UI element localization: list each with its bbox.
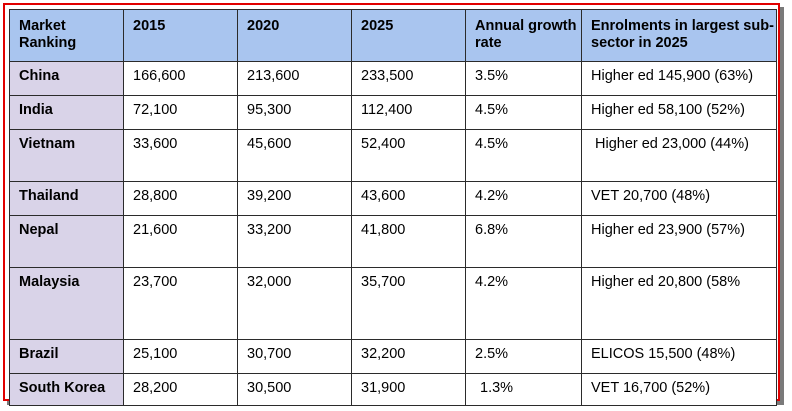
header-2025: 2025 (351, 9, 466, 62)
value-2015: 28,200 (123, 373, 238, 406)
largest-sub-sector: Higher ed 20,800 (58% (581, 267, 777, 340)
table-row: South Korea 28,200 30,500 31,900 1.3% VE… (9, 373, 777, 406)
value-2015: 25,100 (123, 339, 238, 374)
value-2020: 30,500 (237, 373, 352, 406)
largest-sub-sector: Higher ed 23,900 (57%) (581, 215, 777, 268)
market-name: Nepal (9, 215, 124, 268)
growth-rate: 4.5% (465, 95, 582, 130)
market-name: South Korea (9, 373, 124, 406)
header-largest-sub-sector: Enrolments in largest sub-sector in 2025 (581, 9, 777, 62)
value-2015: 21,600 (123, 215, 238, 268)
largest-sub-sector: ELICOS 15,500 (48%) (581, 339, 777, 374)
market-name: Malaysia (9, 267, 124, 340)
value-2015: 72,100 (123, 95, 238, 130)
growth-rate: 4.2% (465, 267, 582, 340)
market-name: Thailand (9, 181, 124, 216)
table-row: Vietnam 33,600 45,600 52,400 4.5% Higher… (9, 129, 777, 182)
value-2015: 166,600 (123, 61, 238, 96)
value-2025: 112,400 (351, 95, 466, 130)
value-2020: 95,300 (237, 95, 352, 130)
value-2020: 213,600 (237, 61, 352, 96)
market-ranking-table: Market Ranking 2015 2020 2025 Annual gro… (9, 9, 777, 406)
growth-rate: 4.2% (465, 181, 582, 216)
value-2025: 41,800 (351, 215, 466, 268)
value-2025: 43,600 (351, 181, 466, 216)
header-market-ranking: Market Ranking (9, 9, 124, 62)
value-2020: 32,000 (237, 267, 352, 340)
header-2015: 2015 (123, 9, 238, 62)
growth-rate: 3.5% (465, 61, 582, 96)
value-2020: 45,600 (237, 129, 352, 182)
header-annual-growth-rate: Annual growth rate (465, 9, 582, 62)
value-2015: 33,600 (123, 129, 238, 182)
table-row: China 166,600 213,600 233,500 3.5% Highe… (9, 61, 777, 96)
table-row: Thailand 28,800 39,200 43,600 4.2% VET 2… (9, 181, 777, 216)
table-row: Malaysia 23,700 32,000 35,700 4.2% Highe… (9, 267, 777, 340)
value-2020: 30,700 (237, 339, 352, 374)
value-2015: 28,800 (123, 181, 238, 216)
market-name: Vietnam (9, 129, 124, 182)
header-row: Market Ranking 2015 2020 2025 Annual gro… (9, 9, 777, 62)
market-name: China (9, 61, 124, 96)
largest-sub-sector: VET 20,700 (48%) (581, 181, 777, 216)
table-frame: Market Ranking 2015 2020 2025 Annual gro… (3, 3, 780, 406)
largest-sub-sector: Higher ed 23,000 (44%) (581, 129, 777, 182)
value-2020: 33,200 (237, 215, 352, 268)
market-name: India (9, 95, 124, 130)
header-2020: 2020 (237, 9, 352, 62)
value-2025: 233,500 (351, 61, 466, 96)
value-2020: 39,200 (237, 181, 352, 216)
largest-sub-sector: Higher ed 145,900 (63%) (581, 61, 777, 96)
growth-rate: 4.5% (465, 129, 582, 182)
growth-rate: 1.3% (465, 373, 582, 406)
value-2025: 31,900 (351, 373, 466, 406)
largest-sub-sector: VET 16,700 (52%) (581, 373, 777, 406)
value-2025: 35,700 (351, 267, 466, 340)
table-row: Nepal 21,600 33,200 41,800 6.8% Higher e… (9, 215, 777, 268)
largest-sub-sector: Higher ed 58,100 (52%) (581, 95, 777, 130)
value-2015: 23,700 (123, 267, 238, 340)
table-row: India 72,100 95,300 112,400 4.5% Higher … (9, 95, 777, 130)
growth-rate: 6.8% (465, 215, 582, 268)
growth-rate: 2.5% (465, 339, 582, 374)
value-2025: 32,200 (351, 339, 466, 374)
market-name: Brazil (9, 339, 124, 374)
table-row: Brazil 25,100 30,700 32,200 2.5% ELICOS … (9, 339, 777, 374)
value-2025: 52,400 (351, 129, 466, 182)
